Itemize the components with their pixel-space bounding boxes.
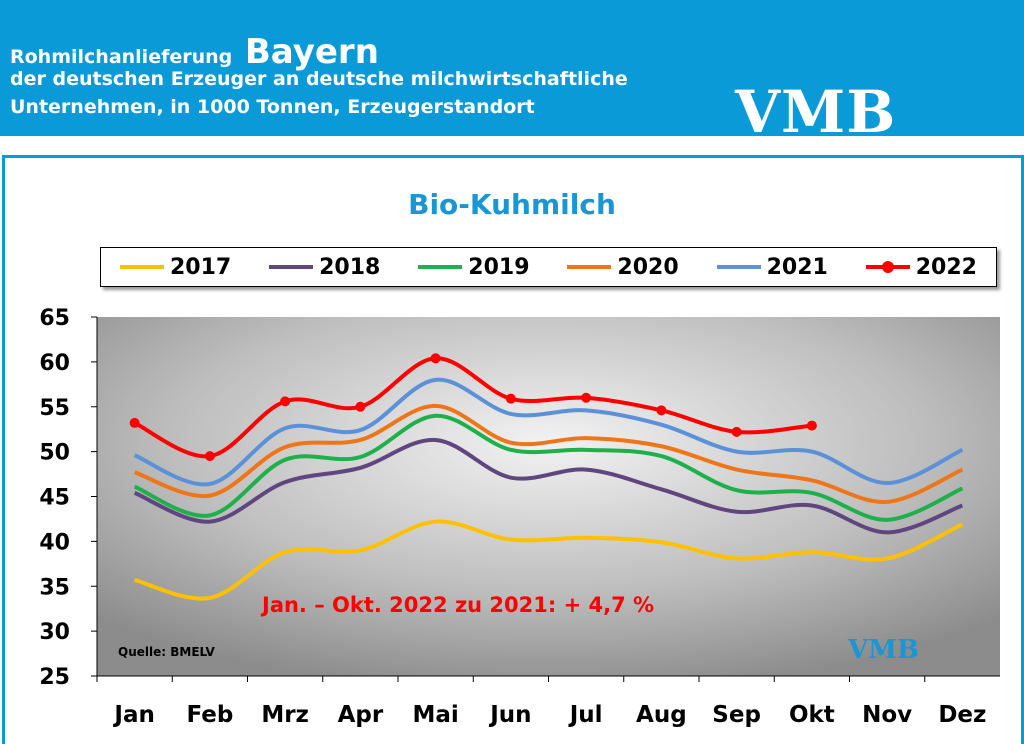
y-tick-label: 30 — [39, 620, 70, 645]
vmb-logo: VMB — [735, 78, 897, 146]
series-line-2022 — [133, 356, 813, 459]
legend-item-2017: 2017 — [119, 254, 232, 280]
x-tick-label: Nov — [862, 702, 912, 728]
chart-frame — [2, 155, 1024, 744]
header-line1: Rohmilchanlieferung Bayern — [10, 32, 379, 72]
legend-swatch — [418, 265, 463, 269]
data-point-2022 — [656, 405, 667, 416]
data-point-2022 — [204, 451, 215, 462]
x-tick-label: Dez — [938, 702, 986, 728]
annotation: Jan. – Okt. 2022 zu 2021: + 4,7 % — [260, 593, 654, 617]
legend-label: 2019 — [468, 254, 530, 280]
y-tick-label: 25 — [39, 665, 70, 690]
x-tick-label: Jan — [112, 702, 154, 728]
series-line-2020 — [133, 403, 964, 504]
data-point-2022 — [280, 396, 291, 407]
legend-label: 2017 — [169, 254, 232, 280]
data-point-2022 — [430, 353, 441, 364]
legend-item-2020: 2020 — [567, 254, 679, 280]
x-tick-label: Jun — [488, 702, 531, 728]
legend-item-2019: 2019 — [418, 254, 530, 280]
header-line2: der deutschen Erzeuger an deutsche milch… — [10, 68, 628, 90]
y-tick-label: 45 — [39, 486, 70, 511]
legend: 2017 2018 2019 2020 2021 2022 — [100, 247, 997, 287]
legend-swatch — [269, 265, 314, 269]
legend-label: 2021 — [766, 254, 828, 280]
header-region: Bayern — [244, 32, 379, 72]
data-point-2022 — [806, 420, 817, 431]
legend-swatch — [716, 265, 761, 269]
data-point-2022 — [129, 417, 140, 428]
legend-item-2022: 2022 — [865, 254, 977, 280]
source-note: Quelle: BMELV — [118, 645, 216, 659]
legend-label: 2018 — [319, 254, 381, 280]
y-tick-label: 55 — [39, 396, 70, 421]
x-tick-label: Feb — [186, 702, 233, 728]
watermark-logo: VMB — [847, 635, 919, 665]
plot-area — [97, 317, 1000, 676]
data-point-2022 — [581, 392, 592, 403]
x-tick-label: Sep — [712, 702, 761, 728]
y-tick-label: 35 — [39, 575, 70, 600]
series-line-2021 — [133, 377, 964, 487]
y-tick-label: 50 — [39, 441, 70, 466]
legend-label: 2022 — [915, 254, 977, 280]
legend-swatch — [865, 261, 910, 273]
x-tick-label: Aug — [636, 702, 687, 728]
data-point-2022 — [731, 426, 742, 437]
legend-item-2021: 2021 — [716, 254, 828, 280]
header-title: Rohmilchanlieferung — [10, 46, 233, 68]
x-tick-label: Okt — [789, 702, 835, 728]
header-banner: Rohmilchanlieferung Bayern der deutschen… — [0, 0, 1024, 146]
legend-label: 2020 — [617, 254, 679, 280]
legend-swatch — [567, 265, 612, 269]
data-point-2022 — [355, 401, 366, 412]
y-tick-label: 60 — [39, 351, 70, 376]
series-line-2019 — [133, 413, 964, 522]
header-line3: Unternehmen, in 1000 Tonnen, Erzeugersta… — [10, 96, 535, 118]
data-point-2022 — [505, 393, 516, 404]
x-tick-label: Mrz — [261, 702, 309, 728]
series-line-2018 — [133, 437, 964, 535]
series-line-2017 — [134, 519, 964, 601]
legend-item-2018: 2018 — [269, 255, 380, 280]
x-tick-label: Apr — [338, 702, 384, 728]
chart-title: Bio-Kuhmilch — [408, 188, 616, 221]
x-tick-label: Jul — [568, 702, 603, 728]
x-tick-label: Mai — [412, 702, 458, 728]
y-tick-label: 65 — [39, 306, 70, 331]
y-tick-label: 40 — [39, 530, 70, 555]
legend-swatch — [119, 265, 164, 269]
